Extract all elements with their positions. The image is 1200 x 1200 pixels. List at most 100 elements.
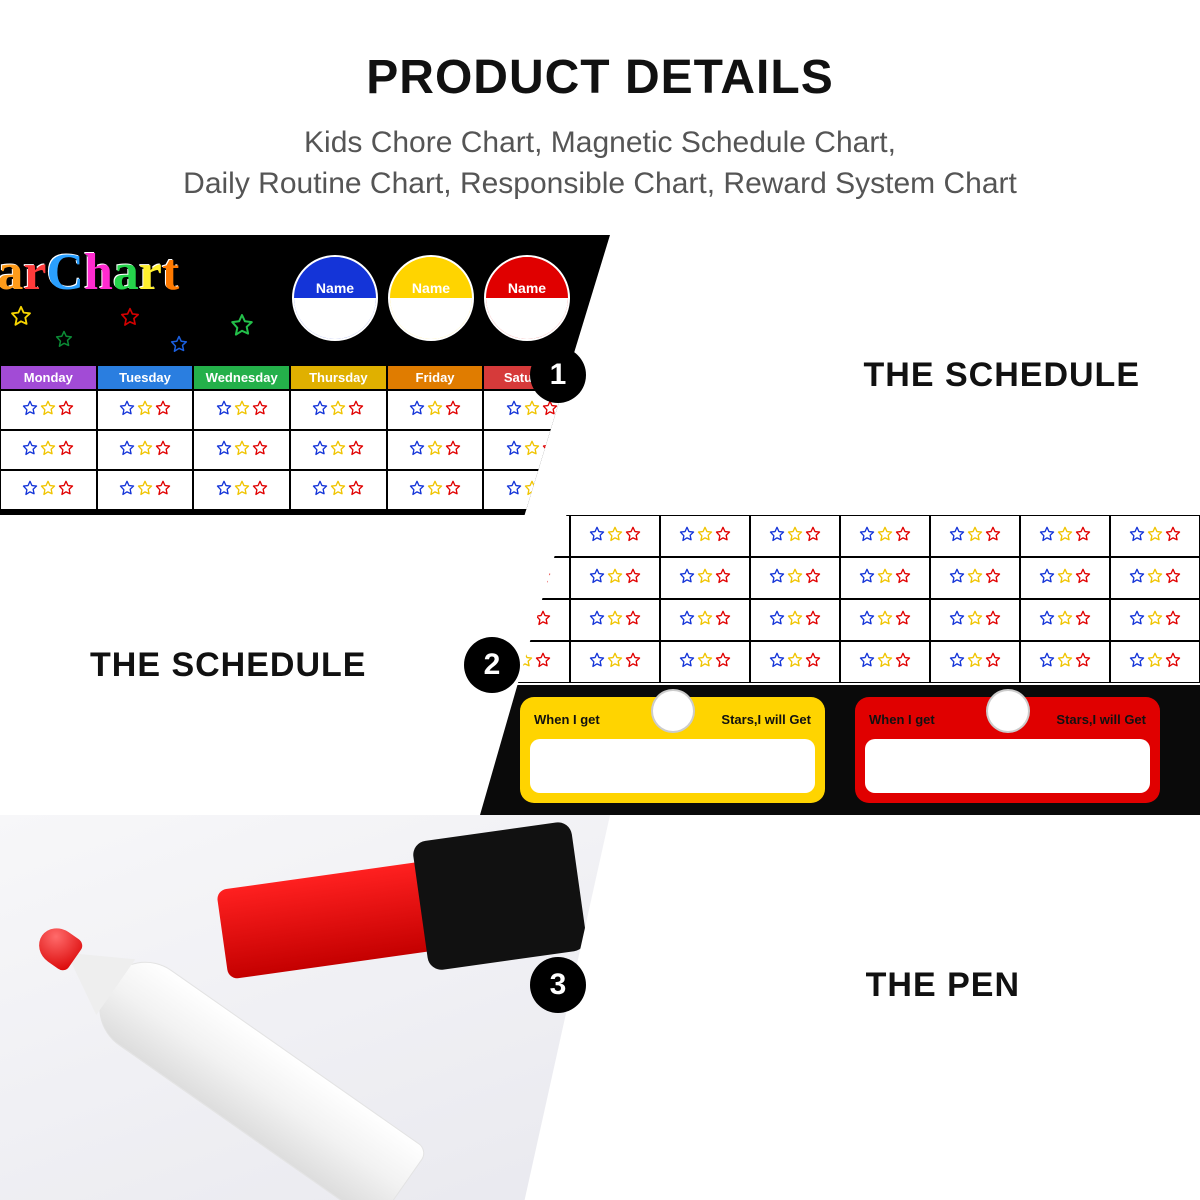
star-icon xyxy=(517,526,533,546)
schedule-cell xyxy=(0,470,97,510)
star-icon xyxy=(715,568,731,588)
schedule-grid-top xyxy=(0,390,580,510)
star-icon xyxy=(715,526,731,546)
star-icon xyxy=(119,440,135,460)
star-icon xyxy=(589,610,605,630)
star-icon xyxy=(1057,610,1073,630)
schedule-cell xyxy=(1020,557,1110,599)
schedule-cell xyxy=(483,430,580,470)
star-icon xyxy=(877,610,893,630)
star-icon xyxy=(589,652,605,672)
schedule-cell xyxy=(0,390,97,430)
page-subtitle: Kids Chore Chart, Magnetic Schedule Char… xyxy=(60,123,1140,204)
star-icon xyxy=(985,568,1001,588)
star-icon xyxy=(895,526,911,546)
star-icon xyxy=(697,652,713,672)
star-icon xyxy=(499,526,515,546)
star-icon xyxy=(155,480,171,500)
star-icon xyxy=(1165,652,1181,672)
star-icon xyxy=(499,610,515,630)
day-header-row: MondayTuesdayWednesdayThursdayFridaySatu… xyxy=(0,365,580,390)
star-icon xyxy=(1165,568,1181,588)
subtitle-line-2: Daily Routine Chart, Responsible Chart, … xyxy=(183,167,1017,200)
schedule-cell xyxy=(193,390,290,430)
star-icon xyxy=(769,526,785,546)
star-icon xyxy=(1075,526,1091,546)
section-number-3: 3 xyxy=(530,957,586,1013)
star-icon xyxy=(535,652,551,672)
star-icon xyxy=(40,480,56,500)
page-title: PRODUCT DETAILS xyxy=(60,50,1140,105)
schedule-cell xyxy=(750,557,840,599)
star-icon xyxy=(859,610,875,630)
star-icon xyxy=(679,610,695,630)
star-icon xyxy=(895,568,911,588)
star-icon xyxy=(679,652,695,672)
schedule-cell xyxy=(290,430,387,470)
schedule-cell xyxy=(1110,557,1200,599)
day-header: Thursday xyxy=(290,365,387,390)
star-icon xyxy=(859,652,875,672)
star-icon xyxy=(409,400,425,420)
star-icon xyxy=(312,400,328,420)
star-icon xyxy=(348,400,364,420)
day-header: Tuesday xyxy=(97,365,194,390)
star-icon xyxy=(1147,526,1163,546)
star-icon xyxy=(697,610,713,630)
star-icon xyxy=(1147,568,1163,588)
schedule-cell xyxy=(193,430,290,470)
star-icon xyxy=(967,526,983,546)
schedule-cell xyxy=(930,557,1020,599)
schedule-grid-bottom xyxy=(480,515,1200,683)
schedule-cell xyxy=(930,599,1020,641)
chart-image-bottom: When I getStars,I will GetWhen I getStar… xyxy=(480,515,1200,815)
star-icon xyxy=(607,568,623,588)
decorative-star-icon xyxy=(55,330,73,354)
star-icon xyxy=(1039,610,1055,630)
star-icon xyxy=(517,610,533,630)
star-icon xyxy=(985,610,1001,630)
star-icon xyxy=(524,440,540,460)
star-icon xyxy=(1165,526,1181,546)
star-icon xyxy=(252,400,268,420)
section-label-1: THE SCHEDULE xyxy=(864,356,1140,395)
star-icon xyxy=(805,526,821,546)
star-icon xyxy=(445,440,461,460)
star-icon xyxy=(252,480,268,500)
star-icon xyxy=(859,568,875,588)
reward-strip: When I getStars,I will GetWhen I getStar… xyxy=(480,685,1200,815)
schedule-cell xyxy=(290,390,387,430)
star-icon xyxy=(216,400,232,420)
star-icon xyxy=(542,440,558,460)
star-icon xyxy=(949,526,965,546)
schedule-cell xyxy=(570,557,660,599)
star-icon xyxy=(1057,526,1073,546)
star-icon xyxy=(787,652,803,672)
star-icon xyxy=(330,440,346,460)
star-icon xyxy=(22,400,38,420)
star-icon xyxy=(1075,652,1091,672)
star-icon xyxy=(787,526,803,546)
star-icon xyxy=(58,480,74,500)
star-icon xyxy=(805,652,821,672)
star-icon xyxy=(769,652,785,672)
star-chart-title: tar Chart xyxy=(0,243,179,302)
schedule-cell xyxy=(1020,599,1110,641)
star-icon xyxy=(119,400,135,420)
star-icon xyxy=(22,480,38,500)
star-icon xyxy=(216,480,232,500)
star-icon xyxy=(155,440,171,460)
panel-schedule-top: tar Chart NameNameName MondayTuesdayWedn… xyxy=(0,235,1200,515)
star-icon xyxy=(949,652,965,672)
star-icon xyxy=(137,440,153,460)
schedule-cell xyxy=(660,641,750,683)
reward-box: When I getStars,I will Get xyxy=(855,697,1160,803)
star-icon xyxy=(589,526,605,546)
schedule-cell xyxy=(387,390,484,430)
star-icon xyxy=(985,652,1001,672)
schedule-cell xyxy=(1110,641,1200,683)
star-icon xyxy=(1057,652,1073,672)
star-icon xyxy=(1147,610,1163,630)
star-icon xyxy=(535,526,551,546)
star-icon xyxy=(625,526,641,546)
